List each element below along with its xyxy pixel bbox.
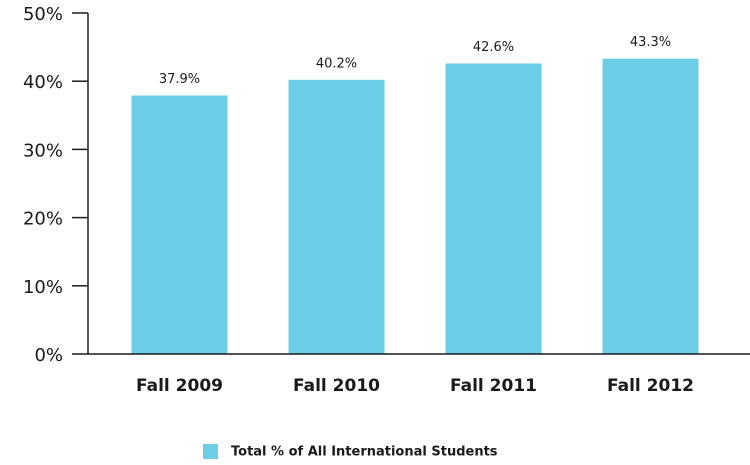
value-label: 40.2% [316,56,357,71]
bar [288,79,385,354]
value-label: 43.3% [630,35,671,50]
x-tick-label: Fall 2011 [450,376,537,396]
legend-label: Total % of All International Students [231,445,498,460]
x-tick-label: Fall 2010 [293,376,380,396]
y-tick-label: 10% [23,277,63,298]
y-tick-label: 40% [23,72,63,93]
y-tick-label: 0% [34,345,63,366]
bar [602,58,699,354]
value-label: 37.9% [159,72,200,87]
x-tick-label: Fall 2009 [136,376,223,396]
y-tick-label: 50% [23,4,63,25]
bar [445,63,542,355]
y-tick-label: 30% [23,140,63,161]
value-label: 42.6% [473,40,514,55]
bar [131,95,228,354]
x-tick-label: Fall 2012 [607,376,694,396]
y-tick-label: 20% [23,209,63,230]
legend-swatch [203,444,218,459]
